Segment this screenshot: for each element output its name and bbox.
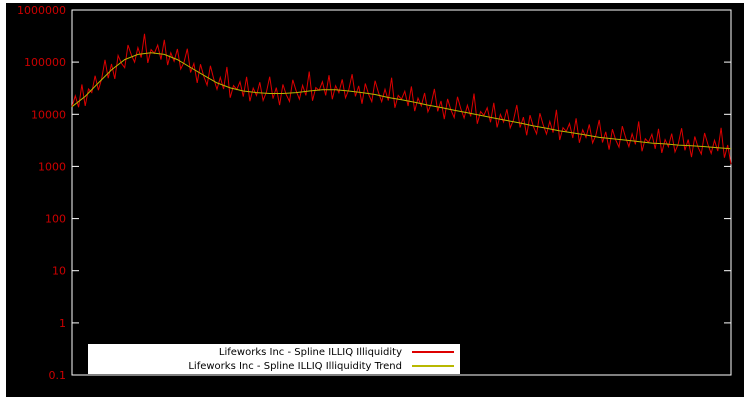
legend: Lifeworks Inc - Spline ILLIQ Illiquidity… bbox=[88, 344, 460, 374]
y-tick-label: 100 bbox=[45, 213, 66, 226]
legend-row-illiquidity: Lifeworks Inc - Spline ILLIQ Illiquidity bbox=[90, 346, 454, 359]
y-tick-label: 0.1 bbox=[49, 369, 67, 382]
y-tick-label: 100000 bbox=[24, 56, 66, 69]
legend-label-trend: Lifeworks Inc - Spline ILLIQ Illiquidity… bbox=[188, 360, 402, 372]
y-tick-label: 10 bbox=[52, 265, 66, 278]
y-tick-label: 1000000 bbox=[17, 4, 66, 17]
y-tick-label: 1 bbox=[59, 317, 66, 330]
plot-frame bbox=[71, 9, 732, 376]
chart-background bbox=[6, 3, 744, 397]
series-trend-line bbox=[71, 52, 732, 150]
y-tick-label: 10000 bbox=[31, 108, 66, 121]
y-axis: 1000000 100000 10000 1000 100 10 1 0.1 bbox=[17, 4, 731, 382]
legend-label-illiquidity: Lifeworks Inc - Spline ILLIQ Illiquidity bbox=[218, 346, 402, 358]
series-illiquidity-line bbox=[71, 33, 732, 165]
legend-line-sample-yellow bbox=[412, 365, 454, 367]
y-tick-label: 1000 bbox=[38, 160, 66, 173]
legend-line-sample-red bbox=[412, 351, 454, 353]
legend-row-trend: Lifeworks Inc - Spline ILLIQ Illiquidity… bbox=[90, 360, 454, 373]
